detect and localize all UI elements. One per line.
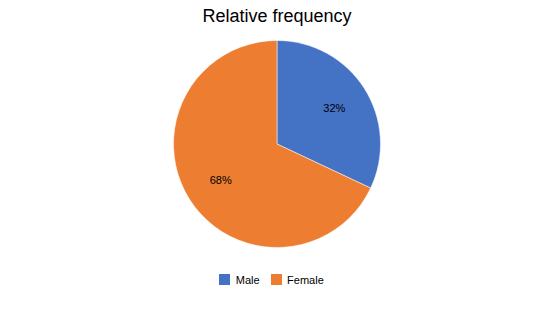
html-text:Female: Female: [287, 273, 324, 286]
svg-text:68%: 68%: [210, 174, 232, 186]
html-text:Relative frequency: Relative frequency: [202, 6, 352, 26]
html-text:Male: Male: [235, 273, 260, 286]
svg-text:32%: 32%: [323, 102, 345, 114]
